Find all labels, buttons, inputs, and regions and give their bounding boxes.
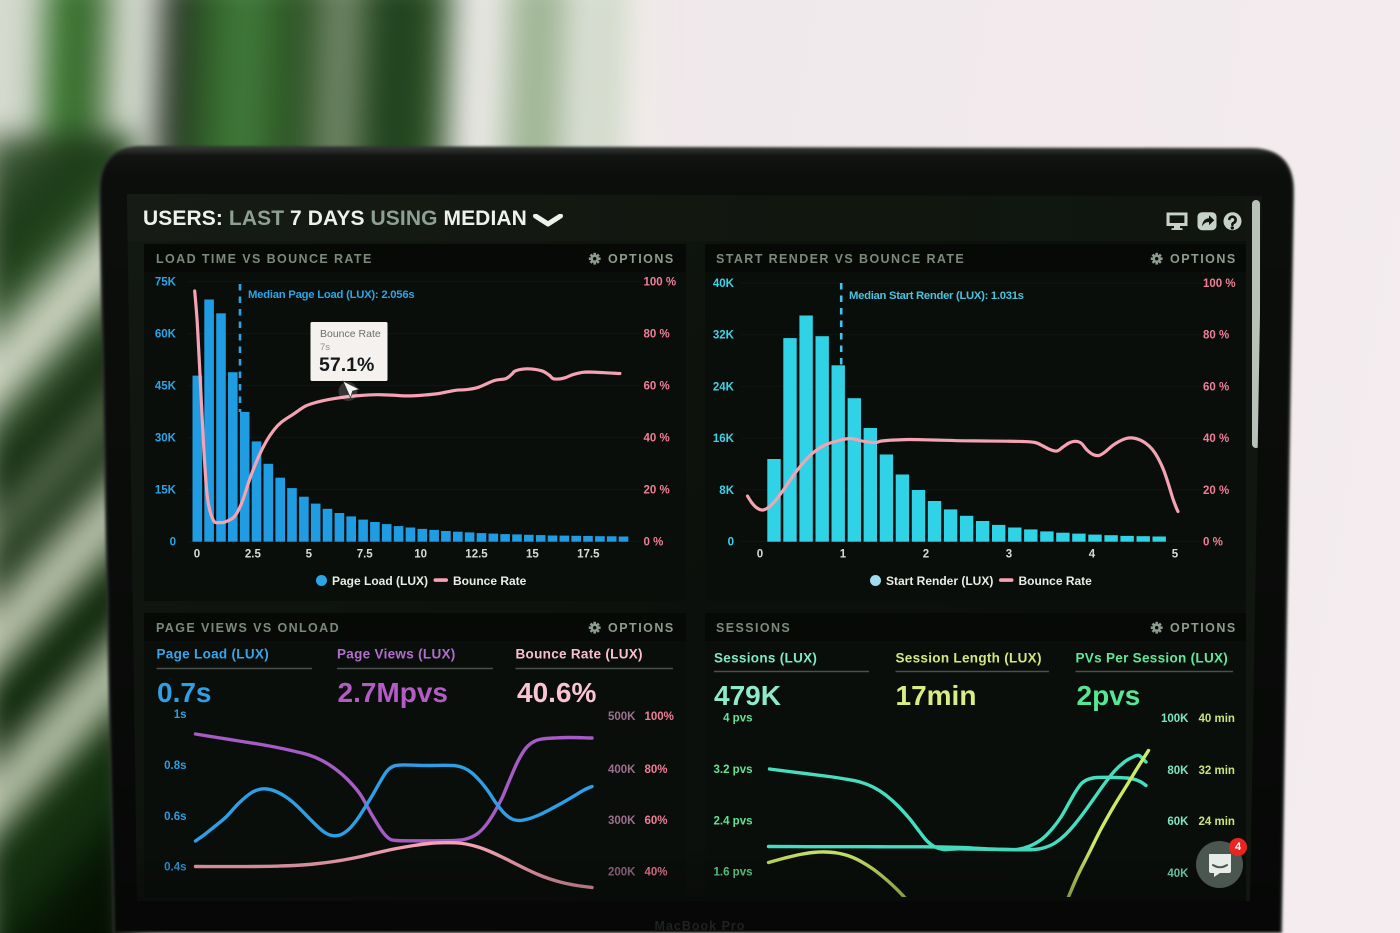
- svg-text:0: 0: [756, 549, 762, 561]
- svg-text:15K: 15K: [154, 485, 176, 497]
- svg-text:0 %: 0 %: [643, 537, 663, 549]
- svg-text:Median Start Render (LUX): 1.0: Median Start Render (LUX): 1.031s: [849, 290, 1024, 302]
- svg-text:PVs Per Session (LUX): PVs Per Session (LUX): [1075, 651, 1228, 666]
- svg-text:Page Views (LUX): Page Views (LUX): [337, 647, 456, 662]
- svg-text:0: 0: [169, 537, 175, 549]
- svg-text:60K: 60K: [154, 329, 176, 341]
- svg-text:2.5: 2.5: [244, 549, 261, 561]
- svg-text:100 %: 100 %: [1203, 278, 1236, 290]
- svg-text:0: 0: [727, 537, 733, 549]
- svg-text:0.8s: 0.8s: [164, 760, 186, 772]
- svg-text:16K: 16K: [712, 433, 734, 445]
- svg-text:24K: 24K: [712, 381, 734, 393]
- svg-text:1.6 pvs: 1.6 pvs: [713, 867, 752, 879]
- svg-text:32 min: 32 min: [1198, 765, 1234, 777]
- svg-text:10: 10: [414, 549, 427, 561]
- svg-text:12.5: 12.5: [465, 549, 488, 561]
- svg-text:7s: 7s: [320, 342, 330, 353]
- svg-text:40K: 40K: [712, 278, 734, 290]
- svg-text:5: 5: [305, 549, 312, 561]
- svg-text:0.6s: 0.6s: [164, 811, 186, 823]
- svg-text:2.7Mpvs: 2.7Mpvs: [337, 677, 448, 708]
- svg-text:SESSIONS: SESSIONS: [716, 621, 791, 635]
- svg-text:40 min: 40 min: [1198, 713, 1234, 725]
- svg-text:Bounce Rate: Bounce Rate: [320, 328, 381, 340]
- svg-text:Sessions (LUX): Sessions (LUX): [714, 651, 817, 666]
- svg-text:Start Render (LUX): Start Render (LUX): [886, 574, 993, 588]
- svg-text:100 %: 100 %: [643, 277, 676, 289]
- svg-text:200K: 200K: [608, 867, 636, 879]
- svg-text:OPTIONS: OPTIONS: [608, 252, 675, 266]
- svg-text:57.1%: 57.1%: [319, 354, 374, 376]
- svg-text:Bounce Rate: Bounce Rate: [1018, 574, 1092, 588]
- svg-text:40 %: 40 %: [1203, 433, 1229, 445]
- svg-text:100K: 100K: [1161, 713, 1189, 725]
- svg-text:0.7s: 0.7s: [157, 677, 212, 708]
- svg-text:4 pvs: 4 pvs: [723, 713, 752, 725]
- svg-text:2: 2: [922, 549, 928, 561]
- svg-text:100%: 100%: [644, 711, 673, 723]
- svg-text:2.4 pvs: 2.4 pvs: [713, 815, 752, 827]
- svg-text:OPTIONS: OPTIONS: [1170, 252, 1237, 266]
- svg-text:17.5: 17.5: [577, 549, 600, 561]
- svg-text:40.6%: 40.6%: [517, 677, 596, 708]
- svg-text:3.2 pvs: 3.2 pvs: [713, 764, 752, 776]
- svg-text:LOAD TIME VS BOUNCE RATE: LOAD TIME VS BOUNCE RATE: [156, 252, 373, 266]
- svg-text:60 %: 60 %: [1203, 381, 1229, 393]
- svg-text:0: 0: [193, 549, 199, 561]
- svg-text:40%: 40%: [644, 867, 667, 879]
- svg-text:7.5: 7.5: [356, 549, 373, 561]
- svg-text:1: 1: [839, 549, 846, 561]
- svg-text:24 min: 24 min: [1198, 816, 1234, 828]
- svg-text:0 %: 0 %: [1203, 537, 1223, 549]
- svg-text:Bounce Rate: Bounce Rate: [453, 574, 527, 588]
- svg-text:17min: 17min: [895, 680, 976, 711]
- svg-text:5: 5: [1171, 549, 1178, 561]
- svg-text:Session Length (LUX): Session Length (LUX): [895, 651, 1041, 666]
- svg-text:OPTIONS: OPTIONS: [608, 621, 675, 635]
- svg-text:300K: 300K: [608, 815, 636, 827]
- svg-text:2pvs: 2pvs: [1076, 680, 1140, 711]
- svg-text:400K: 400K: [608, 764, 636, 776]
- svg-text:20 %: 20 %: [1203, 485, 1229, 497]
- svg-text:60 %: 60 %: [643, 381, 669, 393]
- svg-text:32K: 32K: [712, 330, 734, 342]
- svg-text:8K: 8K: [719, 485, 734, 497]
- svg-text:500K: 500K: [608, 711, 636, 723]
- svg-text:OPTIONS: OPTIONS: [1170, 621, 1237, 635]
- svg-text:60K: 60K: [1167, 816, 1189, 828]
- svg-text:80K: 80K: [1167, 765, 1189, 777]
- svg-text:479K: 479K: [714, 680, 781, 711]
- svg-text:80 %: 80 %: [1203, 330, 1229, 342]
- svg-text:1s: 1s: [173, 709, 186, 721]
- svg-text:60%: 60%: [644, 815, 667, 827]
- svg-text:0.4s: 0.4s: [164, 862, 186, 874]
- svg-text:30K: 30K: [154, 433, 176, 445]
- svg-text:40 %: 40 %: [643, 433, 669, 445]
- svg-text:15: 15: [526, 549, 539, 561]
- svg-text:45K: 45K: [154, 381, 176, 393]
- svg-text:20 %: 20 %: [643, 485, 669, 497]
- svg-text:Median Page Load (LUX): 2.056s: Median Page Load (LUX): 2.056s: [248, 289, 414, 301]
- svg-text:3: 3: [1005, 549, 1011, 561]
- svg-text:75K: 75K: [154, 277, 176, 289]
- svg-text:START RENDER VS BOUNCE RATE: START RENDER VS BOUNCE RATE: [716, 252, 965, 266]
- svg-text:Page Load (LUX): Page Load (LUX): [332, 574, 428, 588]
- svg-text:Page Load (LUX): Page Load (LUX): [156, 647, 269, 662]
- svg-text:80%: 80%: [644, 764, 667, 776]
- svg-text:Bounce Rate (LUX): Bounce Rate (LUX): [515, 647, 642, 662]
- svg-text:4: 4: [1088, 549, 1095, 561]
- svg-text:40K: 40K: [1167, 868, 1189, 880]
- svg-text:80 %: 80 %: [643, 329, 669, 341]
- svg-text:PAGE VIEWS VS ONLOAD: PAGE VIEWS VS ONLOAD: [156, 621, 340, 635]
